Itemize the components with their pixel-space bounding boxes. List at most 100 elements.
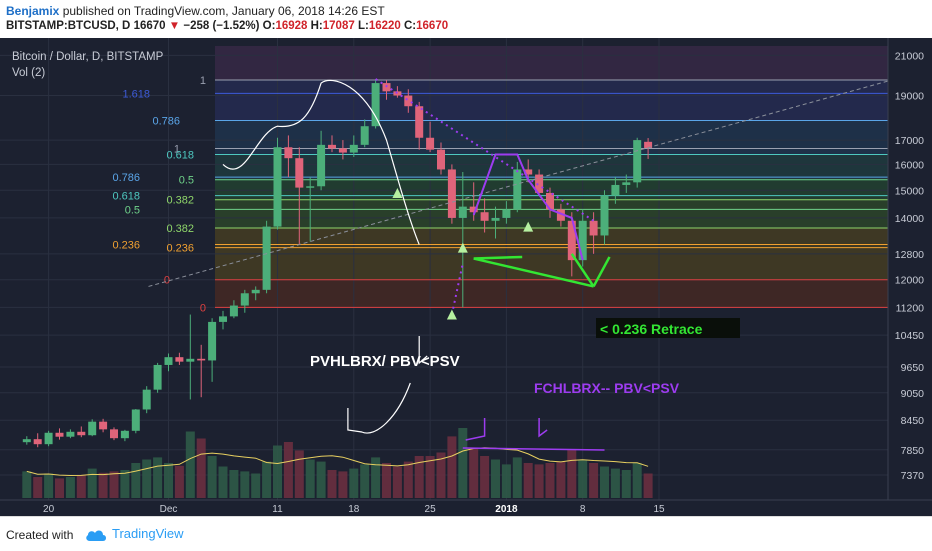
footer-bar: Created with TradingView [0,516,932,551]
candle-body [55,432,64,437]
candle-body [502,209,511,218]
price-tick-label: 9050 [901,388,925,400]
candle-body [633,140,642,183]
volume-bar [229,470,239,498]
candle-body [240,293,249,306]
signal-triangle [392,187,403,198]
candle-body [99,421,108,430]
volume-bar [458,428,468,498]
volume-bar [87,468,97,498]
publish-line: Benjamix published on TradingView.com, J… [6,4,385,18]
time-tick-label: 11 [272,504,283,515]
trend-line-purple [450,263,464,315]
fib-level-label: 1 [200,75,206,87]
freehand-line [222,79,420,245]
candle-body [622,182,631,185]
volume-bar [338,471,348,498]
annotation-retrace: < 0.236 Retrace [600,321,703,337]
time-tick-label: 25 [425,504,437,515]
signal-triangle [446,309,457,320]
fib-band [215,279,888,308]
open-value: 16928 [275,20,308,32]
candle-body [371,83,380,127]
candle-body [600,195,609,236]
volume-bar [164,463,173,498]
candle-body [120,430,129,439]
low-value: 16220 [368,20,401,32]
fib-band [215,120,888,155]
fib-level-label: 0.382 [166,195,194,207]
low-label: L: [357,20,369,32]
trend-line-purple [375,78,595,222]
fib-level-label: 0.618 [166,150,194,162]
volume-bar [610,468,620,498]
candle-body [556,209,565,221]
candle-body [469,206,478,213]
volume-bar [207,456,217,498]
volume-bar [327,470,337,498]
fib-band [215,154,888,180]
candle-body [404,95,413,107]
fib-level-label: 0.618 [112,191,140,203]
chart-panel[interactable]: 1 1.618 0.786 1 0.618 0.786 0.5 0.618 0.382 0.5 0.… [0,38,932,516]
candle-body [88,421,97,436]
price-tick-label: 8450 [901,415,925,427]
volume-bar [403,461,413,498]
candle-body [426,137,435,150]
signal-triangle [457,242,468,253]
author-link[interactable]: Benjamix [6,4,60,18]
volume-bar [251,473,261,498]
trend-line-dashed [148,80,889,287]
signal-triangle [523,221,534,232]
candle-body [284,147,293,159]
volume-bar [621,470,631,498]
volume-bar [174,465,184,498]
volume-bar [382,463,391,498]
volume-bar [425,456,435,498]
volume-bar [262,461,272,498]
green-arrow [473,257,594,288]
time-tick-label: 20 [43,504,55,515]
open-label: O: [262,20,276,32]
freehand-squiggle [418,336,428,365]
price-tick-label: 17000 [895,135,924,147]
price-tick-label: 12800 [895,249,924,261]
volume-bar [567,449,577,498]
candle-body [186,358,195,362]
volume-bar [501,464,511,498]
volume-bar [316,461,326,498]
candle-body [447,169,456,218]
volume-bar [294,450,304,498]
volume-indicator-label: Vol (2) [12,67,45,79]
high-label: H: [310,20,323,32]
symbol-line: BITSTAMP:BTCUSD, D 16670 ▼ −258 (−1.52%)… [6,20,448,32]
tradingview-brand-link[interactable]: TradingView [112,526,184,541]
candle-body [437,149,445,170]
annotation-fchlbrx: FCHLBRX-- PBV<PSV [534,380,680,396]
fib-band [215,179,888,200]
volume-bar [283,442,293,498]
symbol-label: BITSTAMP:BTCUSD, D [6,20,131,32]
price-tick-label: 11200 [896,302,925,314]
candle-body [513,169,522,210]
candle-body [219,316,227,322]
volume-bar [240,471,250,498]
volume-bar [349,468,359,498]
candle-body [110,429,118,439]
candle-body [611,184,620,196]
candle-body [197,358,206,361]
fib-level-label: 0.236 [166,243,194,255]
time-tick-label: 2018 [495,504,518,515]
candle-body [546,192,554,210]
candle-body [589,220,598,236]
candle-body [44,432,53,445]
time-axis [0,500,932,516]
fib-level-label: 1.618 [122,88,150,100]
volume-bar [643,473,653,498]
volume-ma-line [26,447,649,476]
volume-bar [273,445,282,498]
price-axis [888,38,932,516]
candle-body [338,148,347,153]
last-price: 16670 [133,20,166,32]
